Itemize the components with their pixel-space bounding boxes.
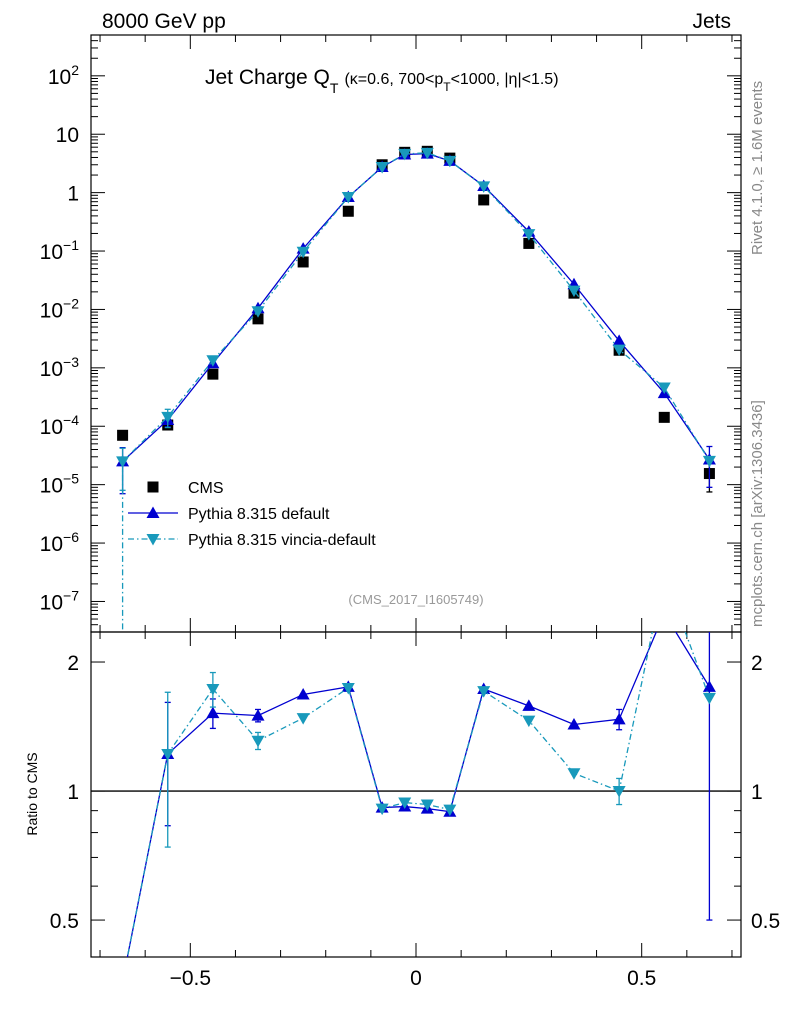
ratio-point-pythia-8-315-vincia-default (420, 799, 434, 812)
ratio-point-pythia-8-315-vincia-default (296, 713, 310, 725)
ratio-point-pythia-8-315-default (296, 687, 310, 700)
x-tick-label: 0.5 (627, 967, 656, 990)
data-point-pythia-8-315-vincia-default (206, 355, 220, 367)
data-point-cms (252, 313, 264, 325)
ratio-y-tick-labels: 2 2 1 1 0.5 0.5 (50, 652, 780, 933)
data-point-pythia-8-315-vincia-default (702, 455, 716, 468)
ratio-y-tick-label-left: 1 (67, 781, 79, 804)
ratio-point-pythia-8-315-default (702, 680, 716, 692)
main-axis-ticks (91, 34, 741, 633)
energy-label: 8000 GeV pp (102, 10, 226, 33)
main-y-tick-labels: 102 10 1 10−1 10−2 10−3 10−4 10−5 10−6 10−7 (40, 62, 80, 615)
ratio-y-tick-label-right: 0.5 (751, 910, 780, 933)
x-tick-label: 0 (410, 967, 422, 990)
ratio-point-pythia-8-315-vincia-default (477, 686, 491, 698)
ratio-point-pythia-8-315-vincia-default (116, 976, 129, 988)
data-point-cms (117, 429, 129, 441)
main-y-tick-label: 10−4 (40, 412, 80, 439)
ratio-point-pythia-8-315-vincia-default (251, 735, 265, 748)
ratio-point-pythia-8-315-vincia-default (658, 570, 671, 582)
ratio-data-layer (91, 570, 741, 988)
main-y-tick-label: 10−2 (40, 295, 80, 322)
x-tick-labels: −0.5 0 0.5 (170, 967, 657, 990)
ratio-y-axis-label: Ratio to CMS (24, 752, 40, 835)
ratio-point-pythia-8-315-vincia-default (702, 692, 716, 705)
ratio-point-pythia-8-315-default (658, 607, 671, 619)
data-point-pythia-8-315-vincia-default (420, 147, 434, 160)
data-point-pythia-8-315-vincia-default (341, 192, 355, 204)
mcplots-reference-label: mcplots.cern.ch [arXiv:1306.3436] (749, 400, 766, 627)
data-point-cms (342, 205, 354, 217)
data-point-pythia-8-315-default (612, 334, 626, 346)
ratio-axis-ticks (91, 632, 741, 957)
legend-marker-0 (147, 481, 159, 493)
legend-label: Pythia 8.315 vincia-default (188, 532, 376, 549)
ratio-line-pythia-8-315-vincia-default (126, 632, 711, 957)
ratio-point-pythia-8-315-vincia-default (206, 684, 220, 696)
ratio-point-pythia-8-315-default (251, 709, 265, 721)
data-point-pythia-8-315-vincia-default (375, 161, 389, 174)
data-point-cms (207, 368, 219, 380)
ratio-point-pythia-8-315-vincia-default (522, 715, 536, 728)
main-y-tick-label: 10 (56, 124, 79, 147)
ratio-point-pythia-8-315-vincia-default (567, 768, 581, 780)
main-y-tick-label: 10−6 (40, 529, 80, 556)
series-line-pythia-8-315-default (122, 152, 710, 462)
data-point-pythia-8-315-vincia-default (567, 285, 581, 298)
rivet-version-label: Rivet 4.1.0, ≥ 1.6M events (749, 81, 766, 255)
data-point-pythia-8-315-vincia-default (296, 246, 310, 259)
legend: CMS Pythia 8.315 default Pythia 8.315 vinc… (128, 480, 376, 549)
ratio-y-tick-label-left: 0.5 (50, 910, 79, 933)
data-point-pythia-8-315-vincia-default (443, 155, 457, 168)
series-line-pythia-8-315-vincia-default (122, 152, 710, 462)
legend-marker-2 (146, 534, 160, 546)
ratio-point-pythia-8-315-vincia-default (341, 682, 355, 695)
ratio-y-tick-label-right: 2 (751, 652, 763, 675)
ratio-point-pythia-8-315-vincia-default (375, 803, 389, 816)
ratio-y-tick-label-right: 1 (751, 781, 763, 804)
ratio-point-pythia-8-315-vincia-default (443, 804, 457, 817)
main-y-tick-label: 10−1 (40, 237, 80, 264)
data-point-cms (297, 256, 309, 268)
ratio-point-pythia-8-315-default (206, 706, 220, 719)
plot-title: Jet Charge QT (κ=0.6, 700<pT<1000, |η|<1.… (205, 66, 559, 96)
data-point-pythia-8-315-vincia-default (251, 306, 265, 318)
main-y-tick-label: 102 (48, 62, 79, 89)
main-y-tick-label: 10−3 (40, 354, 80, 381)
ratio-panel-frame (90, 631, 742, 958)
main-data-layer (116, 145, 716, 632)
ratio-point-pythia-8-315-vincia-default (612, 786, 626, 798)
main-y-tick-label: 10−7 (40, 587, 80, 614)
data-point-pythia-8-315-vincia-default (477, 181, 491, 193)
main-y-tick-label: 1 (67, 183, 79, 206)
legend-marker-1 (146, 506, 160, 518)
legend-label: Pythia 8.315 default (188, 506, 330, 523)
data-point-pythia-8-315-vincia-default (522, 229, 536, 241)
ratio-line-pythia-8-315-default (126, 632, 710, 957)
data-point-pythia-8-315-vincia-default (398, 148, 412, 161)
x-tick-label: −0.5 (170, 967, 211, 990)
data-point-cms (478, 194, 490, 206)
legend-label: CMS (188, 480, 224, 497)
ratio-point-pythia-8-315-default (522, 699, 536, 711)
data-point-cms (523, 237, 535, 249)
main-y-tick-label: 10−5 (40, 471, 80, 498)
data-point-pythia-8-315-vincia-default (657, 382, 671, 395)
data-point-pythia-8-315-vincia-default (116, 456, 130, 468)
data-point-pythia-8-315-vincia-default (161, 411, 175, 424)
ratio-point-pythia-8-315-vincia-default (161, 749, 175, 761)
analysis-id-label: (CMS_2017_I1605749) (348, 592, 483, 607)
ratio-point-pythia-8-315-vincia-default (398, 797, 412, 810)
ratio-point-pythia-8-315-default (567, 717, 581, 730)
data-point-pythia-8-315-vincia-default (612, 344, 626, 357)
data-point-cms (658, 411, 670, 423)
ratio-point-pythia-8-315-default (116, 975, 129, 987)
category-label: Jets (692, 10, 731, 33)
ratio-point-pythia-8-315-default (612, 712, 626, 725)
ratio-y-tick-label-left: 2 (67, 652, 79, 675)
